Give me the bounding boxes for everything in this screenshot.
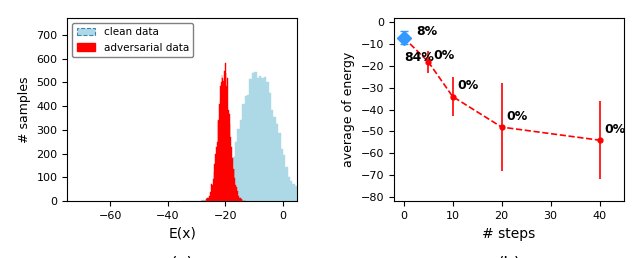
Y-axis label: average of energy: average of energy (342, 52, 355, 167)
Bar (207, 198, 208, 201)
Bar (300, 194, 302, 201)
Bar (219, 104, 220, 201)
Text: (a): (a) (171, 256, 194, 258)
Bar (221, 190, 223, 201)
Bar (240, 198, 241, 201)
Bar (204, 200, 206, 201)
Bar (236, 187, 237, 201)
Bar (247, 95, 250, 201)
Bar (206, 199, 207, 201)
Bar (238, 196, 239, 201)
Bar (206, 198, 209, 201)
Bar (288, 177, 290, 201)
Bar (242, 104, 244, 201)
Bar (224, 71, 225, 201)
Bar (223, 81, 224, 201)
Bar (252, 73, 254, 201)
Bar (228, 114, 230, 201)
Bar (271, 110, 273, 201)
Bar (216, 195, 218, 201)
Bar (278, 133, 280, 201)
Bar (196, 200, 199, 201)
Bar (230, 137, 231, 201)
Text: (b): (b) (497, 256, 521, 258)
Bar (269, 93, 271, 201)
Bar (211, 184, 212, 201)
Bar (241, 200, 243, 201)
Bar (215, 154, 216, 201)
Bar (280, 149, 283, 201)
Bar (202, 200, 204, 201)
Bar (221, 75, 222, 201)
Bar (257, 78, 259, 201)
Bar (273, 117, 276, 201)
Bar (298, 194, 300, 201)
Bar (231, 147, 232, 201)
Bar (234, 178, 235, 201)
Bar (217, 142, 218, 201)
X-axis label: E(x): E(x) (168, 227, 196, 240)
Bar (235, 184, 236, 201)
Text: 0%: 0% (604, 123, 626, 136)
Bar (227, 78, 228, 201)
Bar (239, 198, 240, 201)
Text: 0%: 0% (458, 79, 479, 92)
Text: 84%: 84% (404, 51, 435, 64)
Bar (214, 164, 215, 201)
Bar (307, 200, 309, 201)
Bar (220, 86, 221, 201)
Bar (208, 198, 209, 201)
Bar (240, 120, 242, 201)
Bar (254, 72, 257, 201)
Bar (235, 142, 237, 201)
Bar (199, 200, 202, 201)
Bar (225, 73, 227, 201)
Bar (292, 184, 295, 201)
Bar (212, 179, 214, 201)
Bar (309, 200, 312, 201)
Bar (261, 78, 264, 201)
Text: 0%: 0% (433, 49, 454, 62)
Bar (302, 198, 305, 201)
Bar (285, 166, 288, 201)
X-axis label: # steps: # steps (483, 227, 536, 240)
Bar (232, 157, 235, 201)
Bar (290, 181, 292, 201)
Bar (237, 129, 240, 201)
Bar (218, 120, 219, 201)
Bar (233, 169, 234, 201)
Y-axis label: # samples: # samples (18, 76, 31, 143)
Bar (266, 82, 269, 201)
Bar (216, 147, 217, 201)
Bar (264, 77, 266, 201)
Bar (209, 196, 211, 201)
Bar (223, 182, 225, 201)
Bar (209, 199, 211, 201)
Bar (232, 158, 233, 201)
Bar (250, 79, 252, 201)
Bar (259, 76, 261, 201)
Bar (283, 155, 285, 201)
Bar (225, 177, 228, 201)
Bar (237, 196, 238, 201)
Text: 0%: 0% (506, 110, 528, 123)
Legend: clean data, adversarial data: clean data, adversarial data (72, 23, 193, 57)
Bar (305, 200, 307, 201)
Bar (295, 186, 298, 201)
Bar (276, 124, 278, 201)
Bar (244, 96, 247, 201)
Bar (230, 167, 232, 201)
Bar (211, 196, 213, 201)
Bar (218, 190, 221, 201)
Bar (213, 196, 216, 201)
Text: 8%: 8% (416, 25, 437, 38)
Bar (228, 170, 230, 201)
Bar (222, 78, 223, 201)
